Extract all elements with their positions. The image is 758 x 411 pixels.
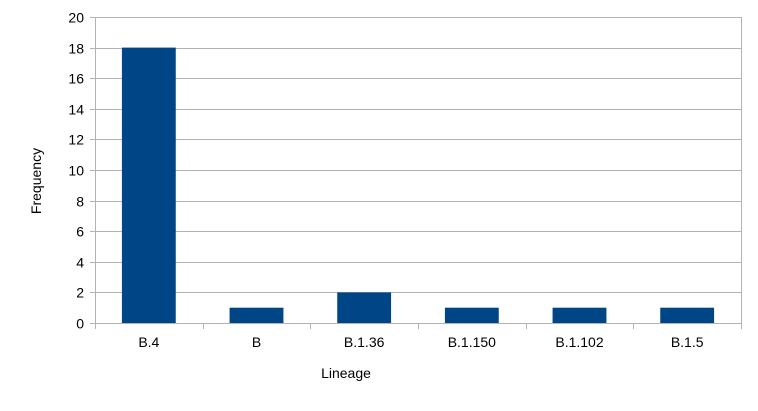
y-tick-label: 8 [76, 194, 84, 210]
x-tick-label: B.1.102 [555, 334, 603, 350]
y-axis-label: Frequency [28, 148, 44, 214]
x-tick-label: B.1.5 [671, 334, 704, 350]
y-tick-label: 2 [76, 285, 84, 301]
x-tick-labels: B.4 B B.1.36 B.1.150 B.1.102 B.1.5 [138, 334, 703, 350]
y-tick-label: 10 [68, 163, 84, 179]
bar-b-1-36 [337, 292, 392, 323]
x-tick-label: B.4 [138, 334, 159, 350]
y-tick-label: 18 [68, 41, 84, 57]
bar-b-1-5 [660, 307, 715, 323]
y-tick-label: 16 [68, 71, 84, 87]
y-tick-label: 12 [68, 132, 84, 148]
x-axis-label: Lineage [321, 365, 371, 381]
bar-b-4 [121, 47, 176, 323]
y-tick-label: 14 [68, 102, 84, 118]
y-tick-label: 4 [76, 255, 84, 271]
gridlines [95, 17, 741, 324]
y-tick-label: 0 [76, 316, 84, 332]
x-tick-label: B.1.36 [344, 334, 385, 350]
bar-b [229, 307, 284, 323]
x-tick-label: B.1.150 [448, 334, 496, 350]
axes [90, 17, 742, 329]
x-tick-label: B [252, 334, 261, 350]
y-tick-label: 20 [68, 10, 84, 26]
bars [121, 47, 715, 323]
bar-b-1-150 [444, 307, 499, 323]
bar-b-1-102 [552, 307, 607, 323]
y-tick-label: 6 [76, 224, 84, 240]
y-tick-labels: 0 2 4 6 8 10 12 14 16 18 20 [68, 10, 84, 332]
